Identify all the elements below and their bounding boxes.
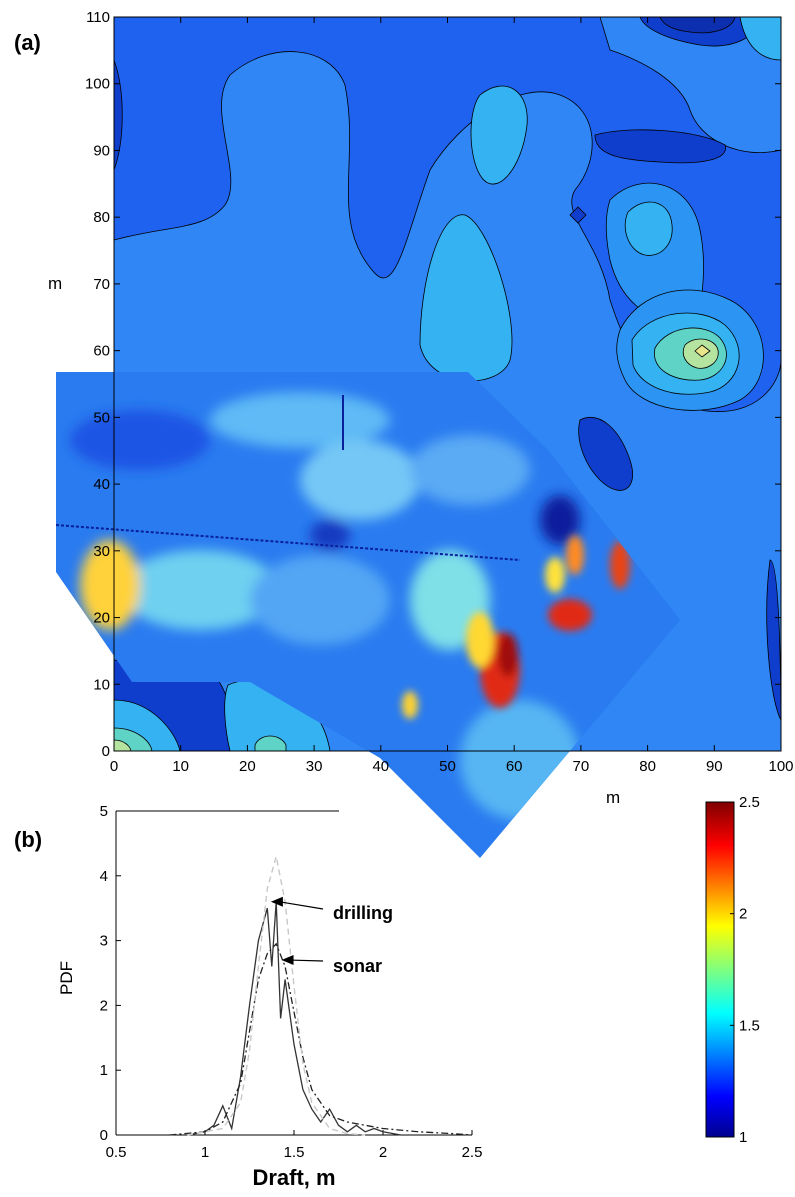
annotation-arrow-line <box>289 959 324 962</box>
panel-label-a: (a) <box>14 30 41 55</box>
x-tick-label-a: 80 <box>639 758 656 775</box>
contour-level-region <box>470 85 528 185</box>
y-tick-label-b: 3 <box>100 933 108 950</box>
annotation-sonar: sonar <box>333 956 382 976</box>
sonar-texture <box>70 392 580 820</box>
annotation-arrow-head <box>270 896 283 907</box>
x-tick-label-a: 40 <box>372 758 389 775</box>
x-tick-label-a: 100 <box>768 758 793 775</box>
y-axis-label-b: PDF <box>57 961 76 995</box>
pdf-series <box>169 856 473 1136</box>
contour-level-region <box>594 129 726 164</box>
y-tick-label-a: 60 <box>93 343 110 360</box>
y-tick-label-a: 0 <box>102 743 110 760</box>
contour-level-region <box>569 206 587 224</box>
x-tick-label-b: 1.5 <box>284 1144 305 1161</box>
y-tick-label-b: 4 <box>100 868 108 885</box>
colorbar: 1 1.5 2 2.5 <box>705 794 760 1146</box>
contour-map-panel: 0 10 20 30 40 50 60 70 80 90 100 0 10 20 30 40 50 60 70 80 9… <box>14 9 794 858</box>
x-tick-label-a: 90 <box>706 758 723 775</box>
colorbar-tick-label: 1 <box>739 1129 747 1146</box>
x-tick-label-b: 2.5 <box>462 1144 483 1161</box>
sonar-track-line <box>56 524 521 561</box>
y-tick-label-a: 100 <box>85 76 110 93</box>
x-axis-label-a: m <box>606 788 620 807</box>
y-tick-label-a: 90 <box>93 142 110 159</box>
y-tick-label-a: 40 <box>93 476 110 493</box>
y-tick-label-b: 0 <box>100 1127 108 1144</box>
x-tick-label-b: 0.5 <box>106 1144 127 1161</box>
contour-level-region <box>114 739 132 751</box>
contour-level-region <box>114 59 123 171</box>
y-axis-label-a: m <box>48 274 62 293</box>
panel-label-b: (b) <box>14 827 42 852</box>
annotation-arrow-head <box>281 955 294 966</box>
x-tick-label-a: 50 <box>439 758 456 775</box>
x-tick-label-a: 60 <box>506 758 523 775</box>
axis-ticks-b: 0.5 1 1.5 2 2.5 0 1 2 3 4 5 <box>100 803 483 1161</box>
pdf-chart-panel: 0.5 1 1.5 2 2.5 0 1 2 3 4 5 (b) PDF Draft, m drill… <box>14 803 482 1190</box>
x-tick-label-a: 70 <box>573 758 590 775</box>
annotation-drilling: drilling <box>333 903 393 923</box>
y-tick-label-a: 50 <box>93 409 110 426</box>
pdf-series-line-dashdot <box>169 942 473 1136</box>
colorbar-tick-label: 2 <box>739 906 747 923</box>
contour-level-region <box>624 201 673 256</box>
contour-level-region <box>659 17 736 34</box>
x-tick-label-b: 1 <box>201 1144 209 1161</box>
y-tick-label-a: 70 <box>93 276 110 293</box>
contour-level-region <box>599 17 781 153</box>
x-tick-label-b: 2 <box>379 1144 387 1161</box>
x-tick-label-a: 10 <box>172 758 189 775</box>
x-tick-label-a: 20 <box>239 758 256 775</box>
y-tick-label-a: 20 <box>93 610 110 627</box>
y-tick-label-b: 2 <box>100 997 108 1014</box>
pdf-series-line-dashed-gray <box>187 856 366 1136</box>
contour-level-region <box>694 344 711 358</box>
y-tick-label-a: 110 <box>86 9 110 26</box>
colorbar-tick-label: 1.5 <box>739 1017 760 1034</box>
y-tick-label-a: 30 <box>93 543 110 560</box>
y-tick-label-b: 5 <box>100 803 108 820</box>
annotation-arrow-line <box>278 901 324 910</box>
pdf-series-line-solid <box>187 901 401 1136</box>
x-axis-label-b: Draft, m <box>252 1165 335 1190</box>
contour-level-region <box>578 417 634 491</box>
colorbar-ticks: 1 1.5 2 2.5 <box>730 794 760 1146</box>
annotation-arrows <box>270 896 324 966</box>
y-tick-label-b: 1 <box>100 1062 108 1079</box>
x-tick-label-a: 0 <box>110 758 118 775</box>
contour-level-region <box>254 735 287 751</box>
sonar-hotspot-layer <box>402 535 630 719</box>
colorbar-tick-label: 2.5 <box>739 794 760 811</box>
axis-ticks-a: 0 10 20 30 40 50 60 70 80 90 100 0 10 20 30 40 50 60 70 80 9… <box>85 9 794 775</box>
y-tick-label-a: 10 <box>93 676 110 693</box>
x-tick-label-a: 30 <box>306 758 323 775</box>
colorbar-gradient <box>705 801 735 1138</box>
y-tick-label-a: 80 <box>93 209 110 226</box>
